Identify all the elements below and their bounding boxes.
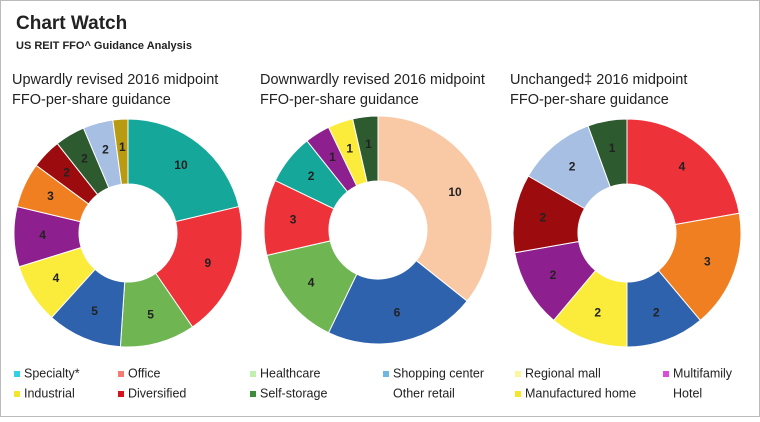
donut-segment: [377, 115, 493, 302]
chart-title: FFO-per-share guidance: [260, 92, 419, 108]
legend-swatch: [663, 371, 669, 377]
data-label: 2: [308, 169, 315, 183]
data-label: 2: [63, 166, 70, 180]
data-label: 1: [609, 141, 616, 155]
data-label: 2: [653, 306, 660, 320]
data-label: 5: [91, 304, 98, 318]
data-label: 9: [204, 256, 211, 270]
donut-segment: [587, 118, 628, 188]
legend-label: Regional mall: [525, 366, 601, 380]
data-label: 4: [53, 271, 60, 285]
data-label: 2: [594, 306, 601, 320]
legend-swatch: [383, 371, 389, 377]
legend-swatch: [250, 391, 256, 397]
legend-label: Manufactured home: [525, 386, 636, 400]
chart-title: FFO-per-share guidance: [510, 92, 669, 108]
data-label: 2: [539, 210, 546, 224]
data-label: 4: [679, 160, 686, 174]
data-label: 2: [569, 160, 576, 174]
data-label: 1: [365, 137, 372, 151]
legend-label: Industrial: [24, 386, 75, 400]
data-label: 4: [308, 275, 315, 289]
legend-swatch: [250, 371, 256, 377]
data-label: 2: [550, 268, 557, 282]
donut-segment: [352, 115, 379, 183]
legend-swatch: [515, 371, 521, 377]
legend-label: Office: [128, 366, 160, 380]
data-label: 6: [394, 306, 401, 320]
data-label: 3: [47, 189, 54, 203]
donut-segment: [112, 118, 129, 185]
page-subtitle: US REIT FFO^ Guidance Analysis: [16, 40, 192, 52]
legend-label: Self-storage: [260, 386, 327, 400]
legend-swatch: [118, 391, 124, 397]
legend-label: Multifamily: [673, 366, 733, 380]
chart-title: Unchanged‡ 2016 midpoint: [510, 72, 687, 88]
data-label: 1: [329, 150, 336, 164]
legend-label: Hotel: [673, 386, 702, 400]
data-label: 2: [102, 143, 109, 157]
legend-label: Shopping center: [393, 366, 484, 380]
legend-label: Other retail: [393, 386, 455, 400]
legend-swatch: [515, 391, 521, 397]
data-label: 4: [39, 228, 46, 242]
legend-label: Diversified: [128, 386, 186, 400]
donut-segment: [155, 205, 243, 328]
data-label: 10: [448, 185, 462, 199]
data-label: 5: [147, 308, 154, 322]
data-label: 3: [704, 254, 711, 268]
data-label: 2: [81, 152, 88, 166]
legend-label: Healthcare: [260, 366, 320, 380]
page-title: Chart Watch: [16, 13, 127, 34]
donut-segment: [127, 118, 240, 223]
data-label: 1: [346, 141, 353, 155]
legend-swatch: [14, 391, 20, 397]
data-label: 3: [290, 213, 297, 227]
donut-segment: [657, 212, 742, 322]
chart-title: FFO-per-share guidance: [12, 92, 171, 108]
legend-label: Specialty*: [24, 366, 80, 380]
data-label: 1: [119, 140, 126, 154]
legend-swatch: [118, 371, 124, 377]
donut-segment: [626, 118, 740, 226]
chart-title: Upwardly revised 2016 midpoint: [12, 72, 218, 88]
chart-title: Downwardly revised 2016 midpoint: [260, 72, 485, 88]
legend-swatch: [14, 371, 20, 377]
donut-segment: [327, 259, 468, 345]
data-label: 10: [174, 158, 188, 172]
